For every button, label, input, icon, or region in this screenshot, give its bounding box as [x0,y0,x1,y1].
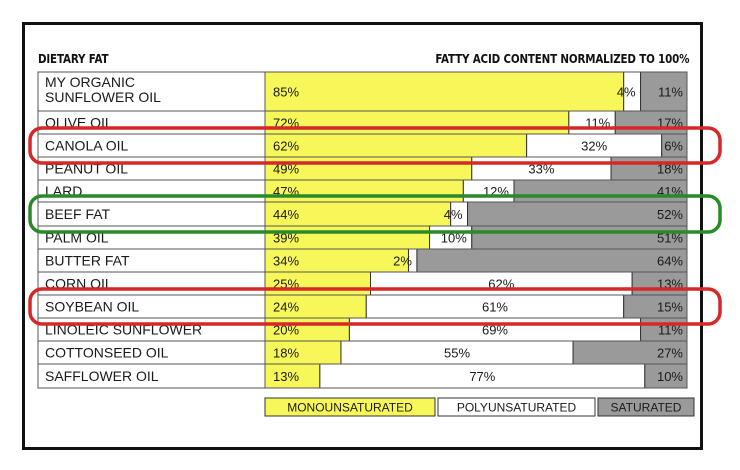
chart-subtitle: FATTY ACID CONTENT NORMALIZED TO 100% [435,52,689,66]
category-label-butter-fat: BUTTER FAT [45,253,130,269]
legend-label-saturated: SATURATED [611,401,682,415]
row-bar-frame-safflower-oil [264,363,688,389]
value-sat-beef-fat: 52% [657,207,683,222]
bar-polyunsaturated-safflower-oil [319,363,646,389]
legend-swatch-polyunsaturated [437,397,596,417]
legend-swatch-saturated [597,397,695,417]
value-mono-palm-oil: 39% [273,231,299,246]
value-poly-cottonseed-oil: 55% [444,346,470,361]
category-label-canola-oil: CANOLA OIL [45,138,128,154]
legend-label-monounsaturated: MONOUNSATURATED [287,401,413,415]
bar-saturated-beef-fat [467,201,688,227]
value-sat-canola-oil: 6% [664,139,683,154]
value-mono-beef-fat: 44% [273,207,299,222]
value-poly-linoleic-sunflower: 69% [482,323,508,338]
row-label-cell-safflower-oil [37,363,266,389]
bar-saturated-butter-fat [416,248,688,273]
value-mono-soybean-oil: 24% [273,300,299,315]
value-mono-linoleic-sunflower: 20% [273,323,299,338]
bar-saturated-palm-oil [471,225,688,250]
value-mono-butter-fat: 34% [273,254,299,269]
value-mono-my-organic-sunflower-oil: 85% [273,85,299,100]
legend-swatch-monounsaturated [264,397,436,417]
value-sat-palm-oil: 51% [657,231,683,246]
legend-label-polyunsaturated: POLYUNSATURATED [457,401,577,415]
value-sat-butter-fat: 64% [657,254,683,269]
value-poly-soybean-oil: 61% [482,300,508,315]
category-label-my-organic-sunflower-oil: MY ORGANIC SUNFLOWER OIL [45,74,161,105]
value-mono-canola-oil: 62% [273,139,299,154]
value-mono-cottonseed-oil: 18% [273,346,299,361]
value-poly-beef-fat: 4% [444,207,463,222]
value-sat-peanut-oil: 18% [657,162,683,177]
highlight-outline-soybean-oil [28,287,722,326]
value-poly-palm-oil: 10% [441,231,467,246]
bar-monounsaturated-beef-fat [264,201,452,227]
value-mono-peanut-oil: 49% [273,162,299,177]
value-poly-canola-oil: 32% [581,139,607,154]
chart-title: DIETARY FAT [38,52,109,66]
value-poly-my-organic-sunflower-oil: 4% [617,85,636,100]
bar-monounsaturated-canola-oil [264,133,528,158]
value-sat-cottonseed-oil: 27% [657,346,683,361]
category-label-safflower-oil: SAFFLOWER OIL [45,368,159,384]
category-label-soybean-oil: SOYBEAN OIL [45,299,139,315]
value-poly-peanut-oil: 33% [528,162,554,177]
value-poly-safflower-oil: 77% [469,369,495,384]
highlight-outline-beef-fat [28,194,722,234]
value-mono-safflower-oil: 13% [273,369,299,384]
category-label-cottonseed-oil: COTTONSEED OIL [45,345,169,361]
value-sat-safflower-oil: 10% [657,369,683,384]
value-sat-soybean-oil: 15% [657,300,683,315]
highlight-outline-canola-oil [28,126,722,165]
bar-monounsaturated-olive-oil [264,110,570,135]
bar-monounsaturated-my-organic-sunflower-oil [264,71,625,112]
value-sat-linoleic-sunflower: 11% [658,323,683,338]
category-label-beef-fat: BEEF FAT [45,206,111,222]
value-sat-my-organic-sunflower-oil: 11% [658,85,683,100]
value-poly-butter-fat: 2% [393,254,412,269]
